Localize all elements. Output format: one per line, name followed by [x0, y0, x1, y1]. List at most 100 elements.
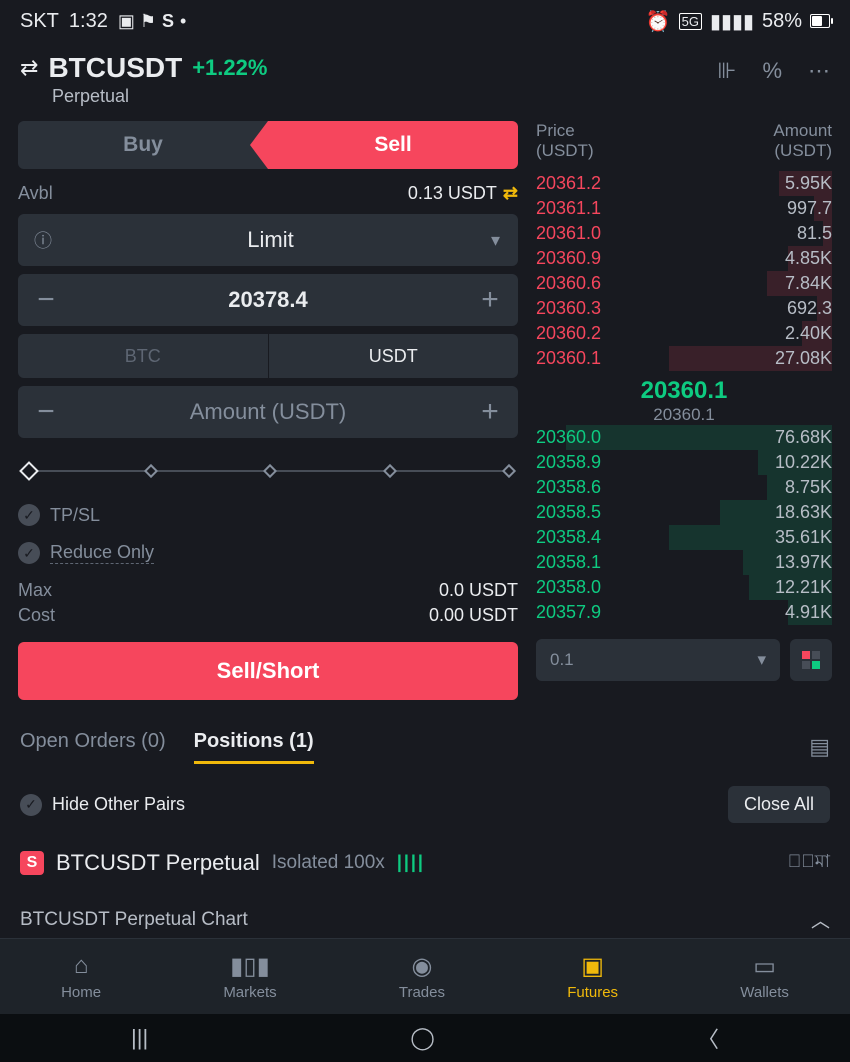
orderbook-row[interactable]: 20357.94.91K	[536, 600, 832, 625]
orderbook: Price (USDT) Amount (USDT) 20361.25.95K2…	[518, 121, 832, 700]
pair-name: BTCUSDT	[48, 52, 182, 84]
trade-header: ⇄ BTCUSDT +1.22% Perpetual ⊪ % ⋯	[0, 42, 850, 121]
ob-price: 20358.4	[536, 525, 601, 550]
buy-tab[interactable]: Buy	[18, 121, 268, 169]
recents-button[interactable]: |||	[131, 1025, 148, 1051]
orderbook-row[interactable]: 20358.68.75K	[536, 475, 832, 500]
pair-change: +1.22%	[192, 55, 267, 81]
ob-amount: 18.63K	[775, 500, 832, 525]
orderbook-row[interactable]: 20360.076.68K	[536, 425, 832, 450]
ob-price: 20360.3	[536, 296, 601, 321]
orderbook-row[interactable]: 20360.127.08K	[536, 346, 832, 371]
tpsl-checkbox[interactable]: ✓ TP/SL	[18, 504, 518, 526]
tab-positions[interactable]: Positions (1)	[194, 730, 314, 764]
chevron-up-icon: ︿	[811, 906, 830, 933]
amount-plus-button[interactable]: +	[462, 395, 518, 429]
price-input[interactable]: − 20378.4 +	[18, 274, 518, 326]
swap-icon: ⇄	[20, 55, 38, 81]
close-all-button[interactable]: Close All	[728, 786, 830, 823]
reduce-only-label: Reduce Only	[50, 542, 154, 564]
amount-slider[interactable]	[18, 462, 518, 480]
android-nav-bar: ||| ◯ 〈	[0, 1014, 850, 1062]
buy-sell-tabs: Buy Sell	[18, 121, 518, 169]
price-minus-button[interactable]: −	[18, 283, 74, 317]
orderbook-view-button[interactable]	[790, 639, 832, 681]
orderbook-row[interactable]: 20358.0 12.21K	[536, 575, 832, 600]
candlestick-icon[interactable]: ⊪	[717, 58, 736, 84]
tick-size-select[interactable]: 0.1 ▾	[536, 639, 780, 681]
orderbook-row[interactable]: 20361.25.95K	[536, 171, 832, 196]
alarm-icon: ⏰	[646, 9, 671, 34]
mid-price[interactable]: 20360.1	[536, 377, 832, 405]
ob-price-unit: (USDT)	[536, 141, 594, 161]
orderbook-row[interactable]: 20360.94.85K	[536, 246, 832, 271]
sell-tab[interactable]: Sell	[268, 121, 518, 169]
amount-placeholder: Amount (USDT)	[74, 399, 462, 425]
position-pair: BTCUSDT Perpetual	[56, 850, 260, 876]
check-icon: ✓	[18, 542, 40, 564]
nav-markets[interactable]: ▮▯▮ Markets	[223, 952, 276, 1001]
hide-other-pairs-checkbox[interactable]: ✓ Hide Other Pairs	[20, 794, 185, 816]
orderbook-row[interactable]: 20360.3692.3	[536, 296, 832, 321]
transfer-icon[interactable]: ⇄	[503, 183, 518, 204]
ob-amount: 81.5	[797, 221, 832, 246]
info-icon[interactable]: ⓘ	[18, 227, 68, 253]
denom-toggle: BTC USDT	[18, 334, 518, 378]
tab-open-orders[interactable]: Open Orders (0)	[20, 730, 166, 764]
orderbook-row[interactable]: 20358.435.61K	[536, 525, 832, 550]
ob-amount-head: Amount	[773, 121, 832, 141]
orderbook-row[interactable]: 20358.910.22K	[536, 450, 832, 475]
pair-selector[interactable]: ⇄ BTCUSDT +1.22%	[20, 52, 267, 84]
home-button[interactable]: ◯	[410, 1025, 435, 1051]
tpsl-label: TP/SL	[50, 505, 100, 526]
ob-amount: 12.21K	[775, 575, 832, 600]
cost-value: 0.00 USDT	[429, 605, 518, 626]
nav-home[interactable]: ⌂ Home	[61, 952, 101, 1001]
home-icon: ⌂	[74, 952, 89, 980]
ob-amount: 8.75K	[785, 475, 832, 500]
chevron-down-icon: ▾	[473, 230, 518, 251]
history-icon[interactable]: ▤	[809, 734, 830, 760]
pair-subtitle: Perpetual	[52, 86, 267, 107]
markets-icon: ▮▯▮	[230, 952, 270, 980]
nav-futures[interactable]: ▣ Futures	[567, 952, 618, 1001]
battery-pct: 58%	[762, 10, 802, 33]
position-card[interactable]: S BTCUSDT Perpetual Isolated 100x |||| �…	[0, 835, 850, 890]
percent-icon[interactable]: %	[762, 58, 782, 84]
status-time: 1:32	[69, 10, 108, 33]
price-plus-button[interactable]: +	[462, 283, 518, 317]
ob-price: 20361.2	[536, 171, 601, 196]
amount-input[interactable]: − Amount (USDT) +	[18, 386, 518, 438]
chart-label: BTCUSDT Perpetual Chart	[20, 909, 248, 931]
share-icon[interactable]: �ামা	[788, 847, 830, 878]
price-value: 20378.4	[74, 287, 462, 313]
more-icon[interactable]: ⋯	[808, 58, 830, 84]
nav-wallets[interactable]: ▭ Wallets	[740, 952, 789, 1001]
ob-amount: 4.85K	[785, 246, 832, 271]
amount-minus-button[interactable]: −	[18, 395, 74, 429]
nav-trades[interactable]: ◉ Trades	[399, 952, 445, 1001]
reduce-only-checkbox[interactable]: ✓ Reduce Only	[18, 542, 518, 564]
ob-price: 20358.0	[536, 575, 601, 600]
denom-btc[interactable]: BTC	[18, 334, 269, 378]
back-button[interactable]: 〈	[697, 1022, 719, 1054]
order-type-value: Limit	[68, 227, 473, 253]
wallets-icon: ▭	[753, 952, 776, 980]
max-value: 0.0 USDT	[439, 580, 518, 601]
orderbook-row[interactable]: 20360.67.84K	[536, 271, 832, 296]
orderbook-row[interactable]: 20358.518.63K	[536, 500, 832, 525]
orderbook-row[interactable]: 20358.113.97K	[536, 550, 832, 575]
chart-expand-row[interactable]: BTCUSDT Perpetual Chart ︿	[0, 890, 850, 939]
order-type-select[interactable]: ⓘ Limit ▾	[18, 214, 518, 266]
trades-icon: ◉	[411, 952, 432, 980]
ob-price-head: Price	[536, 121, 594, 141]
orderbook-row[interactable]: 20361.1997.7	[536, 196, 832, 221]
sell-short-button[interactable]: Sell/Short	[18, 642, 518, 700]
ob-amount: 27.08K	[775, 346, 832, 371]
mid-price-sub: 20360.1	[536, 405, 832, 425]
status-bar: SKT 1:32 ▣ ⚑ S • ⏰ 5G ▮▮▮▮ 58%	[0, 0, 850, 42]
denom-usdt[interactable]: USDT	[269, 334, 519, 378]
orderbook-row[interactable]: 20360.22.40K	[536, 321, 832, 346]
ob-amount: 4.91K	[785, 600, 832, 625]
orderbook-row[interactable]: 20361.081.5	[536, 221, 832, 246]
